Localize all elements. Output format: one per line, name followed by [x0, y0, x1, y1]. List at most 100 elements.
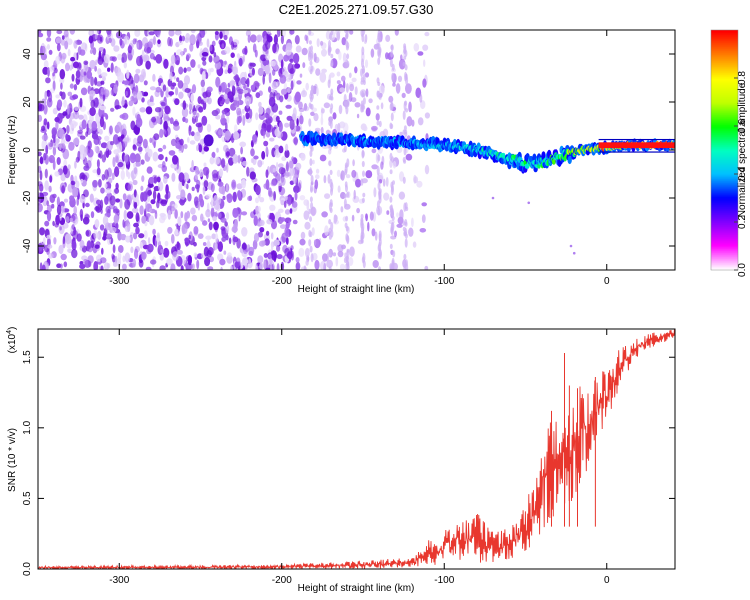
- noise-streak: [343, 193, 347, 199]
- noise-speckle: [278, 110, 283, 115]
- noise-speckle: [69, 217, 74, 223]
- noise-speckle: [396, 223, 403, 228]
- colorbar-cell: [711, 166, 738, 169]
- noise-speckle: [221, 109, 228, 115]
- noise-speckle: [233, 97, 240, 108]
- noise-streak: [404, 219, 408, 226]
- colorbar-cell: [711, 262, 738, 265]
- colorbar-cell: [711, 96, 738, 99]
- noise-speckle: [90, 76, 94, 87]
- noise-speckle: [283, 200, 287, 208]
- noise-speckle: [259, 227, 265, 233]
- noise-streak: [361, 103, 365, 113]
- noise-streak: [343, 145, 347, 153]
- noise-speckle: [196, 259, 200, 270]
- noise-speckle: [153, 176, 158, 184]
- noise-speckle: [156, 232, 160, 239]
- noise-speckle: [265, 131, 271, 138]
- noise-speckle: [75, 180, 80, 189]
- noise-speckle: [392, 160, 397, 169]
- noise-speckle: [320, 40, 324, 46]
- noise-speckle: [186, 183, 189, 190]
- colorbar-cell: [711, 236, 738, 239]
- noise-speckle: [221, 43, 225, 49]
- noise-speckle: [408, 227, 414, 237]
- noise-speckle: [168, 91, 175, 96]
- noise-speckle: [232, 39, 240, 46]
- noise-speckle: [157, 39, 161, 45]
- noise-speckle: [293, 136, 298, 146]
- noise-speckle: [184, 237, 190, 243]
- noise-streak: [361, 197, 365, 203]
- noise-streak: [403, 125, 407, 131]
- noise-speckle: [294, 191, 298, 201]
- noise-speckle: [75, 218, 78, 225]
- noise-speckle: [136, 90, 143, 101]
- noise-streak: [308, 52, 311, 62]
- noise-speckle: [321, 144, 329, 149]
- noise-speckle: [102, 94, 106, 102]
- noise-streak: [391, 156, 394, 163]
- noise-speckle: [89, 90, 96, 97]
- noise-speckle: [176, 77, 180, 82]
- noise-speckle: [180, 189, 186, 201]
- noise-speckle: [263, 183, 269, 189]
- noise-streak: [330, 30, 334, 36]
- noise-streak: [402, 226, 406, 232]
- snr-x-ticks: -300 -200 -100 0: [109, 329, 610, 586]
- noise-speckle: [78, 114, 84, 120]
- noise-speckle: [405, 153, 413, 161]
- noise-speckle: [228, 237, 232, 245]
- noise-speckle: [340, 206, 344, 213]
- noise-speckle: [52, 193, 57, 199]
- noise-speckle: [149, 208, 152, 213]
- noise-speckle: [248, 251, 254, 256]
- noise-speckle: [190, 207, 196, 215]
- noise-speckle: [368, 98, 373, 104]
- noise-speckle: [209, 44, 213, 52]
- noise-speckle: [117, 257, 121, 268]
- noise-speckle: [270, 241, 274, 252]
- noise-speckle: [245, 30, 252, 37]
- noise-speckle: [103, 48, 106, 56]
- colorbar-cell: [711, 56, 738, 59]
- snr-scale-label: (x104): [6, 327, 18, 354]
- noise-speckle: [342, 52, 347, 63]
- noise-streak: [346, 53, 350, 60]
- colorbar-cell: [711, 172, 738, 175]
- noise-speckle: [417, 51, 424, 56]
- noise-speckle: [93, 136, 100, 145]
- noise-speckle: [60, 138, 66, 149]
- noise-speckle: [100, 72, 108, 78]
- noise-speckle: [223, 250, 227, 255]
- noise-speckle: [219, 31, 223, 39]
- noise-speckle: [187, 192, 192, 202]
- noise-speckle: [126, 135, 129, 144]
- noise-streak: [377, 207, 381, 216]
- noise-speckle: [113, 149, 120, 155]
- stray-dot: [491, 196, 495, 200]
- noise-speckle: [356, 113, 360, 119]
- noise-speckle: [188, 125, 192, 132]
- noise-speckle: [250, 84, 256, 91]
- colorbar-cell: [711, 30, 738, 33]
- noise-speckle: [292, 219, 298, 225]
- noise-speckle: [119, 198, 123, 209]
- noise-speckle: [117, 53, 123, 61]
- colorbar-label: Normalized spectral amplitude: [737, 82, 748, 217]
- noise-speckle: [293, 185, 300, 194]
- noise-speckle: [67, 104, 70, 115]
- noise-speckle: [218, 185, 226, 195]
- noise-speckle: [316, 38, 320, 48]
- y-tick-label: 0.0: [22, 562, 33, 576]
- noise-speckle: [139, 205, 144, 216]
- colorbar-cell: [711, 136, 738, 139]
- noise-speckle: [112, 156, 116, 168]
- noise-streak: [309, 60, 313, 66]
- noise-speckle: [351, 169, 357, 178]
- noise-speckle: [198, 41, 203, 46]
- noise-speckle: [397, 75, 403, 83]
- noise-speckle: [208, 55, 213, 63]
- noise-speckle: [96, 199, 102, 205]
